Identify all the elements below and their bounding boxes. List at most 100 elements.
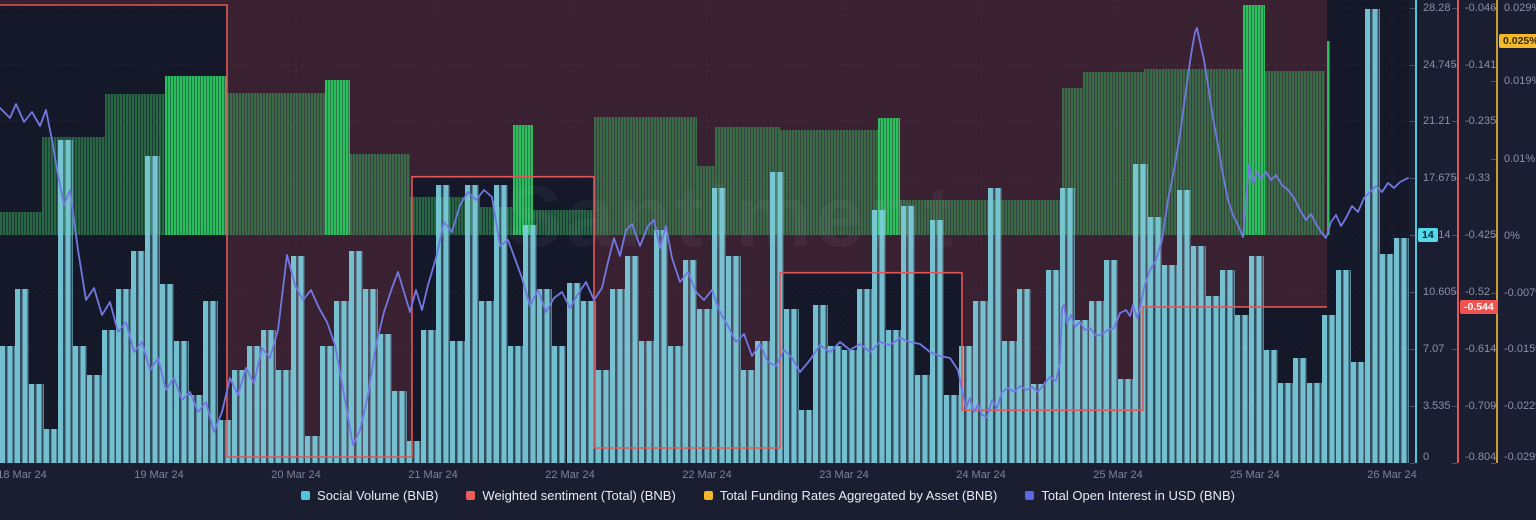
social-volume-bar[interactable] — [290, 255, 306, 463]
social-volume-bar[interactable] — [726, 255, 741, 463]
funding-rate-bar[interactable] — [513, 124, 533, 235]
social-volume-bar[interactable] — [1103, 260, 1119, 463]
social-volume-bar[interactable] — [682, 260, 698, 463]
social-volume-bar[interactable] — [348, 250, 364, 463]
social-volume-bar[interactable] — [377, 334, 393, 463]
social-volume-bar[interactable] — [973, 300, 988, 463]
social-volume-bar[interactable] — [43, 429, 59, 463]
social-volume-bar[interactable] — [1220, 269, 1235, 463]
social-volume-bar[interactable] — [203, 300, 218, 463]
funding-rate-bar[interactable] — [878, 118, 900, 235]
social-volume-bar[interactable] — [1031, 384, 1046, 463]
social-volume-bar[interactable] — [1394, 237, 1409, 463]
social-volume-bar[interactable] — [319, 345, 335, 463]
funding-rate-bar[interactable] — [533, 210, 594, 235]
social-volume-bar[interactable] — [1002, 340, 1017, 463]
social-volume-bar[interactable] — [479, 300, 494, 463]
social-volume-bar[interactable] — [1307, 382, 1322, 463]
social-volume-bar[interactable] — [1336, 269, 1351, 463]
funding-rate-bar[interactable] — [780, 130, 878, 235]
social-volume-bar[interactable] — [29, 384, 44, 463]
open-interest-line[interactable] — [0, 27, 1409, 446]
social-volume-bar[interactable] — [755, 340, 770, 463]
social-volume-bar[interactable] — [551, 345, 567, 463]
legend-item[interactable]: Total Funding Rates Aggregated by Asset … — [703, 488, 997, 503]
social-volume-bar[interactable] — [668, 345, 683, 463]
social-volume-bar[interactable] — [14, 289, 30, 463]
social-volume-bar[interactable] — [697, 308, 712, 463]
funding-rate-bar[interactable] — [227, 93, 325, 235]
funding-rate-bar[interactable] — [697, 166, 715, 235]
social-volume-bar[interactable] — [827, 345, 843, 463]
social-volume-bar[interactable] — [857, 289, 872, 463]
social-volume-bar[interactable] — [508, 345, 523, 463]
social-volume-bar[interactable] — [450, 340, 465, 463]
social-volume-bar[interactable] — [566, 282, 582, 463]
social-volume-bar[interactable] — [493, 184, 509, 463]
social-volume-bar[interactable] — [842, 350, 857, 463]
social-volume-bar[interactable] — [174, 340, 189, 463]
social-volume-bar[interactable] — [1292, 358, 1308, 463]
social-volume-bar[interactable] — [987, 187, 1003, 463]
social-volume-bar[interactable] — [1278, 382, 1293, 463]
social-volume-bar[interactable] — [261, 329, 276, 463]
social-volume-bar[interactable] — [915, 374, 930, 463]
funding-rate-bar[interactable] — [1327, 40, 1330, 235]
social-volume-bar[interactable] — [1074, 319, 1090, 463]
funding-rate-bar[interactable] — [350, 154, 410, 235]
social-volume-bar[interactable] — [1162, 265, 1177, 463]
social-volume-bar[interactable] — [944, 395, 959, 463]
social-volume-bar[interactable] — [392, 390, 407, 463]
weighted-sentiment-step-line[interactable] — [0, 4, 1327, 458]
social-volume-bar[interactable] — [1089, 300, 1104, 463]
social-volume-bar[interactable] — [421, 329, 436, 463]
social-volume-bar[interactable] — [537, 289, 552, 463]
social-volume-bar[interactable] — [87, 374, 102, 463]
social-volume-bar[interactable] — [435, 184, 451, 463]
funding-rate-bar[interactable] — [0, 211, 42, 235]
legend-item[interactable]: Total Open Interest in USD (BNB) — [1025, 488, 1235, 503]
sentiment-axis[interactable]: -0.046 -0.141 -0.235 -0.33 -0.425 -0.52 -0.614… — [1452, 0, 1498, 464]
social-volume-bar[interactable] — [929, 220, 945, 463]
social-volume-bar[interactable] — [1350, 361, 1366, 463]
legend-item[interactable]: Social Volume (BNB) — [301, 488, 438, 503]
funding-axis[interactable]: 0.029% 0.019% 0.01% 0% -0.007% -0.015% -0.022%… — [1491, 0, 1536, 464]
social-volume-bar[interactable] — [1133, 163, 1148, 463]
social-volume-bar[interactable] — [1176, 189, 1192, 463]
legend-item[interactable]: Weighted sentiment (Total) (BNB) — [466, 488, 676, 503]
social-volume-bar[interactable] — [72, 345, 88, 463]
social-volume-bar[interactable] — [1147, 216, 1163, 463]
social-volume-bar[interactable] — [886, 329, 901, 463]
social-volume-bar[interactable] — [464, 184, 480, 463]
social-volume-bar[interactable] — [1365, 9, 1380, 463]
social-volume-bar[interactable] — [1205, 295, 1221, 463]
social-volume-bar[interactable] — [610, 289, 625, 463]
social-volume-bar[interactable] — [116, 289, 131, 463]
social-volume-bar[interactable] — [275, 369, 291, 463]
social-volume-bar[interactable] — [624, 255, 640, 463]
social-volume-bar[interactable] — [595, 369, 611, 463]
funding-rate-bar[interactable] — [325, 80, 350, 235]
social-volume-axis[interactable]: 28.2824.74521.2117.67514.1410.6057.073.5… — [1410, 0, 1457, 464]
social-volume-bar[interactable] — [784, 308, 799, 463]
social-volume-bar[interactable] — [1118, 379, 1133, 463]
social-volume-bar[interactable] — [145, 155, 160, 463]
funding-rate-bar[interactable] — [900, 199, 1062, 235]
social-volume-bar[interactable] — [130, 250, 146, 463]
funding-rate-bar[interactable] — [165, 76, 227, 235]
social-volume-bar[interactable] — [1379, 253, 1395, 463]
social-volume-bar[interactable] — [305, 435, 320, 463]
social-volume-bar[interactable] — [1191, 245, 1206, 463]
social-volume-bar[interactable] — [0, 345, 15, 463]
social-volume-bar[interactable] — [900, 205, 916, 463]
social-volume-bar[interactable] — [581, 300, 596, 463]
social-volume-bar[interactable] — [1016, 289, 1032, 463]
social-volume-bar[interactable] — [232, 369, 247, 463]
social-volume-bar[interactable] — [217, 419, 233, 463]
social-volume-bar[interactable] — [159, 284, 175, 463]
social-volume-bar[interactable] — [1060, 187, 1075, 463]
social-volume-bar[interactable] — [711, 187, 727, 463]
social-volume-bar[interactable] — [1234, 315, 1250, 463]
social-volume-bar[interactable] — [188, 395, 204, 463]
social-volume-bar[interactable] — [639, 340, 654, 463]
